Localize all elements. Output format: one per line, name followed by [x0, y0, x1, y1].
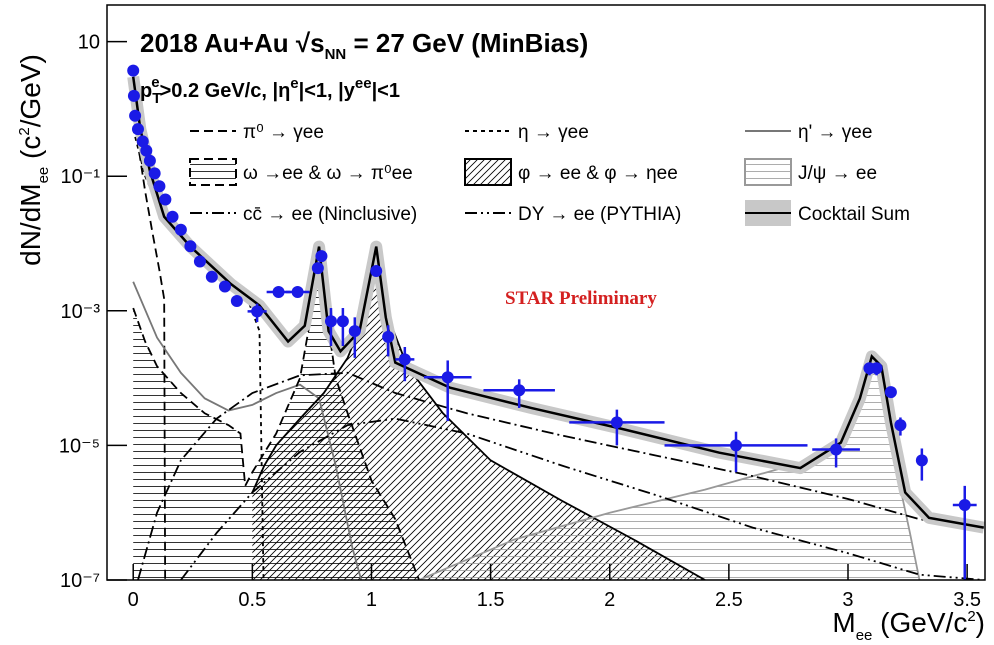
subtitle-sup: ee	[355, 75, 372, 92]
y-label-part: /GeV)	[15, 54, 46, 127]
legend-label: π⁰ → γee	[243, 122, 324, 143]
data-point	[129, 109, 142, 122]
y-tick-label: 10	[78, 32, 100, 54]
data-point	[311, 262, 324, 275]
y-label-part: (c	[15, 136, 46, 167]
data-point	[315, 250, 328, 263]
data-point	[398, 353, 411, 366]
data-point	[382, 330, 395, 343]
title-part: 2018 Au+Au √s	[140, 28, 325, 58]
x-tick-label: 0.5	[238, 589, 266, 611]
legend-swatch	[189, 158, 237, 186]
data-point	[218, 280, 231, 293]
data-point	[291, 286, 304, 299]
subtitle-sup: e	[290, 75, 298, 92]
subtitle-sub: T	[152, 90, 161, 107]
data-point	[153, 180, 166, 193]
data-point	[230, 294, 243, 307]
data-point	[336, 315, 349, 328]
data-point	[884, 386, 897, 399]
y-axis-label: dN/dMee (c2/GeV)	[15, 54, 52, 266]
subtitle-part: >0.2 GeV/c, |η	[160, 80, 291, 102]
x-label-part: (GeV/c	[872, 607, 967, 638]
subtitle-part: |<1, |y	[299, 80, 356, 102]
x-label-part: M	[832, 607, 855, 638]
subtitle-sup: e	[151, 74, 159, 91]
data-point	[127, 64, 140, 77]
data-point	[174, 223, 187, 236]
x-tick-label: 1	[366, 589, 377, 611]
area-fill	[419, 357, 920, 580]
legend-label: η' → γee	[798, 122, 872, 143]
data-point	[148, 167, 161, 180]
data-point	[272, 286, 285, 299]
legend-label: DY → ee (PYTHIA)	[518, 204, 681, 225]
data-point	[131, 123, 144, 136]
data-point	[251, 305, 264, 318]
x-tick-label: 0	[128, 589, 139, 611]
data-point	[184, 240, 197, 253]
legend-label: cc̄ → ee (Ninclusive)	[243, 204, 417, 225]
x-label-sub: ee	[856, 627, 873, 644]
curve	[131, 76, 985, 529]
y-tick-label: 10⁻⁷	[60, 570, 100, 592]
data-point	[441, 371, 454, 384]
data-point	[140, 144, 153, 157]
plot-frame	[106, 4, 986, 581]
data-point	[370, 265, 383, 278]
data-point	[143, 154, 156, 167]
y-tick-label: 10⁻³	[61, 301, 101, 323]
data-point	[894, 419, 907, 432]
curve	[132, 246, 420, 580]
data-point	[958, 499, 971, 512]
y-label-part: dN/dM	[15, 183, 46, 265]
data-point	[830, 443, 843, 456]
x-axis-label: Mee (GeV/c2)	[832, 607, 985, 644]
legend-label: ω →ee & ω → π⁰ee	[243, 163, 413, 184]
x-tick-label: 3.5	[953, 589, 981, 611]
annotation: STAR Preliminary	[505, 288, 657, 309]
data-point	[166, 210, 179, 223]
curve	[132, 281, 363, 580]
chart-title: 2018 Au+Au √sNN = 27 GeV (MinBias)	[140, 28, 588, 63]
x-tick-label: 1.5	[477, 589, 505, 611]
y-tick-label: 10⁻¹	[61, 166, 101, 188]
legend-swatch	[464, 158, 512, 186]
x-tick-label: 3	[842, 589, 853, 611]
title-part: = 27 GeV (MinBias)	[346, 28, 588, 58]
data-point	[348, 325, 361, 338]
subtitle-part: p	[140, 80, 152, 102]
subtitle-part: |<1	[372, 80, 400, 102]
data-point	[610, 416, 623, 429]
data-point	[136, 135, 149, 148]
data-point	[205, 270, 218, 283]
x-tick-label: 2.5	[715, 589, 743, 611]
x-label-part: )	[976, 607, 985, 638]
curve	[137, 371, 984, 580]
data-point	[324, 315, 337, 328]
x-tick-label: 2	[604, 589, 615, 611]
title-sub: NN	[325, 46, 347, 63]
data-point	[870, 362, 883, 375]
curve	[180, 417, 984, 580]
legend-label: η → γee	[518, 122, 589, 143]
legend-label: J/ψ → ee	[798, 163, 877, 184]
data-point	[915, 454, 928, 467]
data-point	[159, 193, 172, 206]
y-label-sub: ee	[35, 167, 52, 184]
data-point	[730, 439, 743, 452]
legend-swatch	[744, 158, 792, 186]
subtitle: pTe>0.2 GeV/c, |ηe|<1, |yee|<1	[140, 74, 400, 107]
plot-layer	[127, 64, 985, 580]
data-point	[193, 255, 206, 268]
data-point	[127, 89, 140, 102]
data-point	[513, 384, 526, 397]
legend-label: Cocktail Sum	[798, 204, 910, 225]
y-tick-label: 10⁻⁵	[59, 435, 100, 457]
y-label-sup: 2	[16, 127, 33, 135]
x-label-sup: 2	[967, 608, 975, 625]
legend-label: φ → ee & φ → ηee	[518, 163, 678, 184]
